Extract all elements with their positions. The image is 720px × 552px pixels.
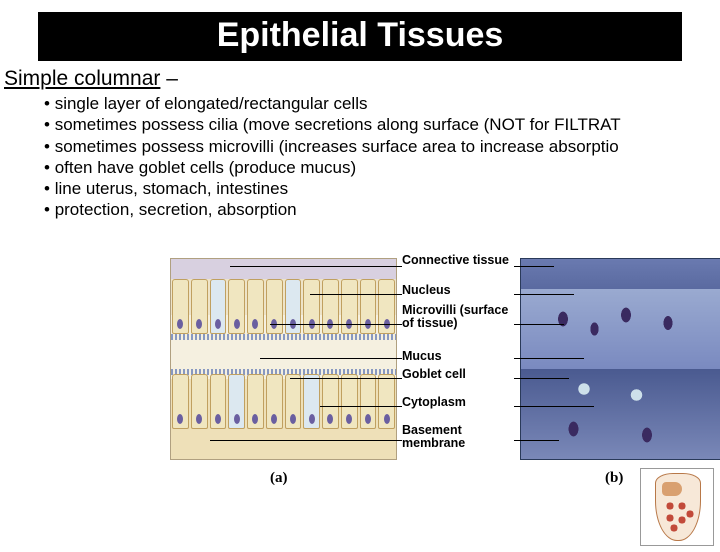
figure-area: Connective tissue Nucleus Microvilli (su… xyxy=(170,258,720,498)
figure-label: Connective tissue xyxy=(402,254,514,267)
anatomy-inset xyxy=(640,468,714,546)
columnar-cells-bottom xyxy=(171,374,396,429)
intestines-icon xyxy=(660,498,696,534)
figure-label: Cytoplasm xyxy=(402,396,514,409)
bullet-item: sometimes possess cilia (move secretions… xyxy=(44,114,720,135)
figure-label: Goblet cell xyxy=(402,368,514,381)
bullet-item: often have goblet cells (produce mucus) xyxy=(44,157,720,178)
page-title: Epithelial Tissues xyxy=(217,16,504,54)
stomach-icon xyxy=(662,482,682,496)
subtitle-dash: – xyxy=(160,67,178,90)
connective-tissue-band xyxy=(171,259,396,279)
bullet-item: protection, secretion, absorption xyxy=(44,199,720,220)
subtitle-term: Simple columnar xyxy=(4,67,160,90)
figure-label: Basement membrane xyxy=(402,424,514,450)
bullet-item: single layer of elongated/rectangular ce… xyxy=(44,93,720,114)
caption-b: (b) xyxy=(605,470,623,487)
bullet-item: sometimes possess microvilli (increases … xyxy=(44,136,720,157)
microvilli-band xyxy=(171,334,396,340)
micrograph-panel-b xyxy=(520,258,720,460)
figure-label: Mucus xyxy=(402,350,514,363)
figure-label: Nucleus xyxy=(402,284,514,297)
title-bar: Epithelial Tissues xyxy=(38,12,682,61)
figure-label: Microvilli (surface of tissue) xyxy=(402,304,514,330)
bullet-list: single layer of elongated/rectangular ce… xyxy=(44,93,720,221)
illustration-panel-a xyxy=(170,258,397,460)
torso-icon xyxy=(655,473,701,541)
subtitle: Simple columnar – xyxy=(4,67,720,91)
bullet-item: line uterus, stomach, intestines xyxy=(44,178,720,199)
caption-a: (a) xyxy=(270,470,288,487)
columnar-cells-top xyxy=(171,279,396,334)
